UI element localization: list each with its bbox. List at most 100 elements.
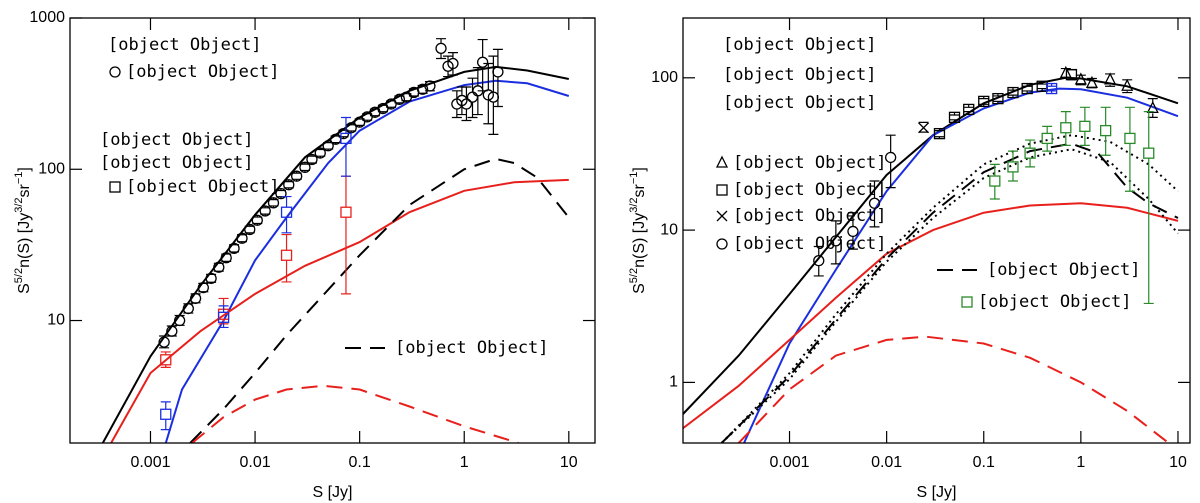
error-bar	[456, 86, 467, 116]
y-axis-label-part: −1	[628, 172, 640, 185]
error-bar	[483, 62, 494, 125]
error-bar	[461, 86, 472, 122]
marker	[460, 98, 473, 110]
legend-label: [object Object]	[733, 153, 887, 173]
error-bar	[830, 220, 841, 265]
marker	[291, 170, 303, 182]
marker	[963, 103, 975, 116]
error-bar	[386, 99, 397, 110]
marker	[109, 66, 121, 78]
marker	[197, 281, 209, 294]
error-bar	[346, 122, 357, 133]
error-bar	[340, 116, 351, 177]
error-bar	[1025, 139, 1036, 168]
legend-label: [object Object]	[100, 130, 254, 150]
marker	[476, 56, 489, 68]
marker	[435, 42, 447, 55]
error-bar	[1060, 110, 1071, 146]
marker	[1124, 132, 1136, 145]
error-bar	[885, 134, 896, 189]
error-bar	[447, 52, 458, 76]
y-tick-label: 1000	[29, 9, 65, 26]
legend-label: [object Object]	[723, 65, 877, 85]
marker	[948, 111, 961, 123]
error-bar	[260, 205, 271, 216]
marker	[1074, 72, 1087, 85]
legend-label: [object Object]	[733, 206, 887, 226]
marker	[813, 255, 825, 267]
y-tick-label: 1	[669, 374, 678, 391]
plot-area	[101, 38, 570, 443]
marker	[299, 161, 311, 173]
curve	[720, 148, 1179, 443]
y-axis-label-part: 5/2	[13, 268, 25, 283]
y-tick-label: 100	[38, 160, 65, 177]
x-tick-label: 0.01	[239, 454, 270, 471]
error-bar	[472, 66, 483, 116]
legend-label: [object Object]	[108, 35, 262, 55]
y-axis-label-part: ]	[631, 167, 648, 171]
error-bar	[989, 163, 1000, 200]
error-bar	[401, 92, 412, 103]
legend-label: [object Object]	[723, 93, 877, 113]
marker	[1007, 161, 1019, 173]
x-tick-label: 10	[560, 454, 578, 471]
error-bar	[467, 77, 478, 119]
marker	[213, 261, 225, 273]
plot-area	[683, 65, 1179, 443]
error-bar	[869, 180, 880, 228]
marker	[393, 93, 406, 105]
marker	[1121, 78, 1134, 91]
marker	[466, 91, 479, 103]
error-bar	[281, 195, 292, 234]
marker	[1024, 147, 1036, 159]
error-bar	[1124, 106, 1135, 192]
marker	[340, 206, 352, 218]
error-bar	[918, 121, 929, 133]
error-bar	[306, 154, 317, 165]
marker	[847, 225, 859, 238]
marker	[158, 336, 170, 348]
marker	[716, 184, 728, 196]
marker	[716, 238, 728, 250]
error-bar	[160, 401, 171, 431]
x-tick-label: 1	[460, 454, 469, 471]
marker	[109, 181, 121, 193]
marker	[205, 272, 217, 285]
error-bar	[338, 128, 349, 139]
y-axis-label-part: n(S) [Jy	[16, 213, 33, 268]
marker	[1104, 72, 1117, 85]
marker	[267, 197, 280, 209]
marker	[220, 252, 232, 264]
error-bar	[394, 94, 405, 105]
marker	[353, 116, 366, 128]
x-axis-label: S [Jy]	[916, 484, 956, 501]
marker	[1041, 132, 1053, 145]
error-bar	[992, 93, 1003, 104]
marker	[447, 57, 459, 70]
error-bar	[218, 297, 229, 325]
x-tick-label: 0.01	[871, 454, 902, 471]
error-bar	[330, 134, 341, 145]
marker	[1021, 82, 1033, 95]
x-axis-label: S [Jy]	[312, 484, 352, 501]
error-bar	[978, 96, 989, 107]
error-bar	[1046, 83, 1057, 94]
curve	[683, 202, 1179, 429]
error-bar	[963, 104, 974, 115]
curve	[720, 142, 1179, 443]
marker	[314, 147, 326, 159]
error-bar	[443, 55, 454, 78]
error-bar	[291, 171, 302, 182]
curve	[743, 87, 1179, 443]
error-bar	[492, 48, 503, 108]
marker	[259, 205, 271, 217]
marker	[989, 175, 1001, 187]
x-tick-label: 0.001	[130, 454, 170, 471]
error-bar	[934, 128, 945, 139]
marker	[424, 80, 436, 92]
legend-label: [object Object]	[100, 153, 254, 173]
error-bar	[1007, 87, 1018, 98]
marker	[1100, 124, 1112, 137]
error-bar	[451, 90, 462, 119]
